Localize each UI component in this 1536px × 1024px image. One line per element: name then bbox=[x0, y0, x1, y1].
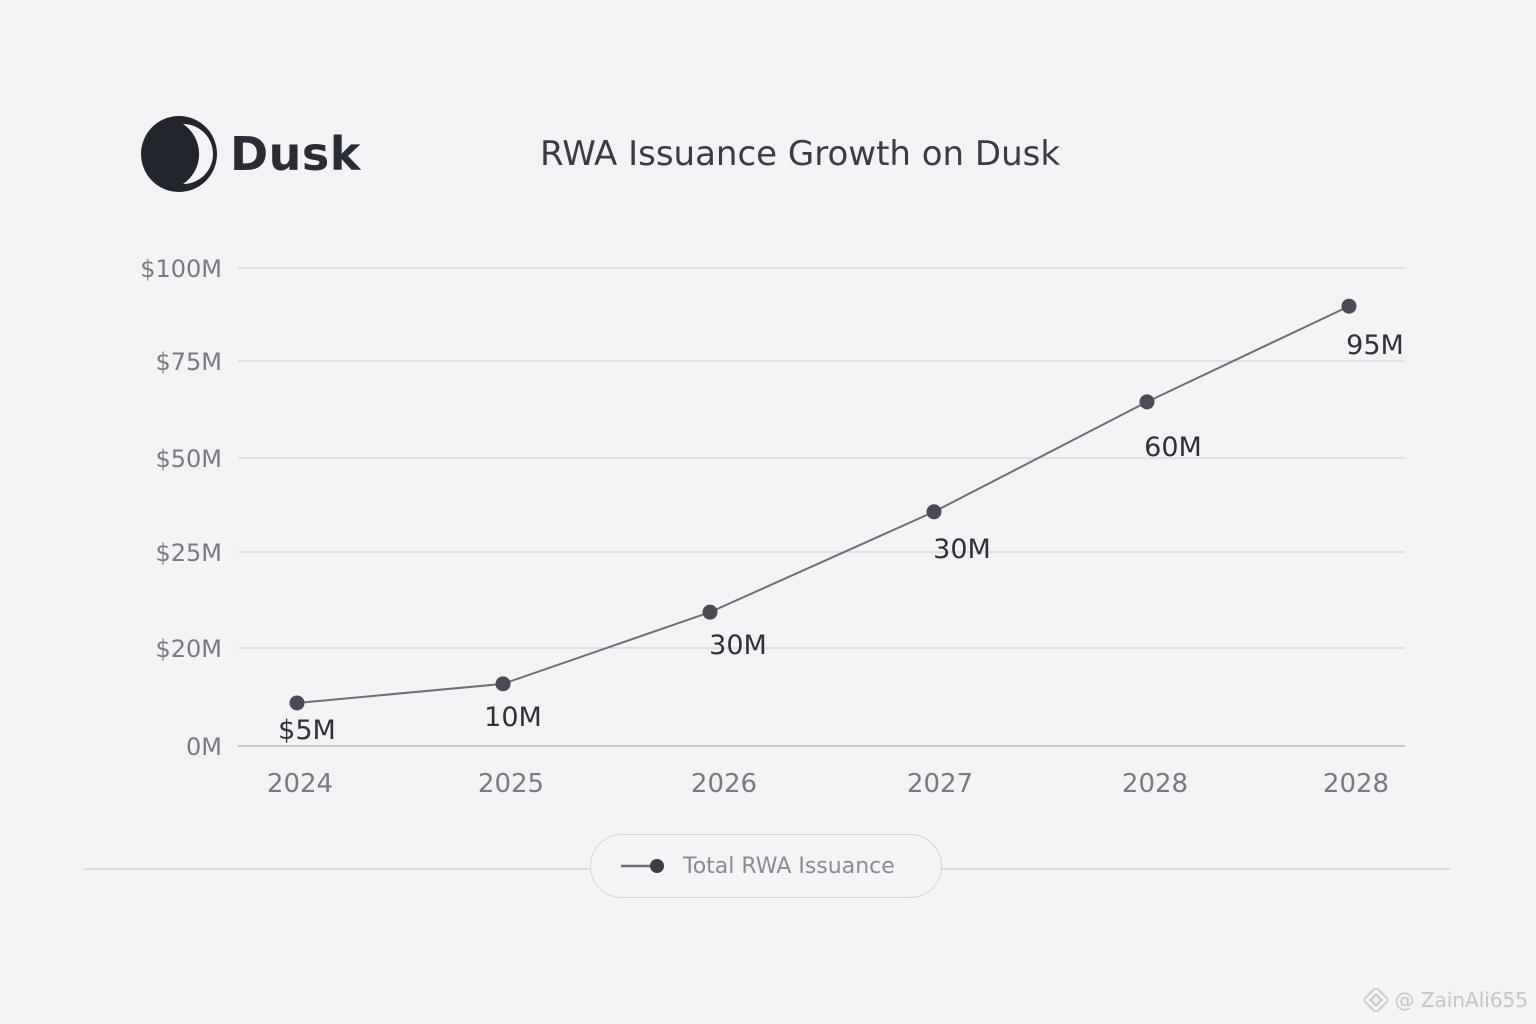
legend[interactable]: Total RWA Issuance bbox=[590, 834, 942, 898]
y-tick-label: $75M bbox=[155, 348, 222, 376]
data-point bbox=[1341, 298, 1357, 314]
data-point bbox=[1139, 394, 1155, 410]
series-line bbox=[296, 305, 1350, 704]
y-tick-label: $50M bbox=[155, 445, 222, 473]
y-tick-label: $100M bbox=[140, 255, 222, 283]
data-label: 10M bbox=[484, 702, 542, 733]
x-tick-label: 2028 bbox=[1122, 769, 1188, 799]
brand-name: Dusk bbox=[230, 127, 361, 181]
data-label: 60M bbox=[1144, 432, 1202, 463]
x-tick-label: 2028 bbox=[1323, 769, 1389, 799]
binance-diamond-icon bbox=[1364, 988, 1389, 1012]
chart-title: RWA Issuance Growth on Dusk bbox=[540, 134, 1061, 174]
watermark-text: @ ZainAli655 bbox=[1394, 988, 1528, 1012]
data-point bbox=[495, 676, 511, 692]
data-label: 30M bbox=[933, 534, 991, 565]
y-tick-label: $20M bbox=[155, 635, 222, 663]
legend-line-swatch-icon bbox=[621, 859, 664, 873]
y-tick-label: 0M bbox=[186, 733, 222, 761]
data-point bbox=[926, 504, 942, 520]
legend-label: Total RWA Issuance bbox=[683, 853, 895, 879]
data-label: 30M bbox=[709, 630, 767, 661]
x-tick-label: 2025 bbox=[478, 769, 544, 799]
data-label: 95M bbox=[1346, 330, 1404, 361]
dusk-crescent-icon bbox=[141, 116, 217, 192]
x-tick-label: 2027 bbox=[907, 769, 973, 799]
data-label: $5M bbox=[278, 715, 336, 746]
brand-header: Dusk bbox=[140, 116, 361, 192]
x-tick-label: 2026 bbox=[691, 769, 757, 799]
data-point bbox=[289, 695, 305, 711]
watermark: @ ZainAli655 bbox=[1364, 988, 1528, 1012]
data-point bbox=[702, 604, 718, 620]
y-tick-label: $25M bbox=[155, 539, 222, 567]
x-tick-label: 2024 bbox=[267, 769, 333, 799]
